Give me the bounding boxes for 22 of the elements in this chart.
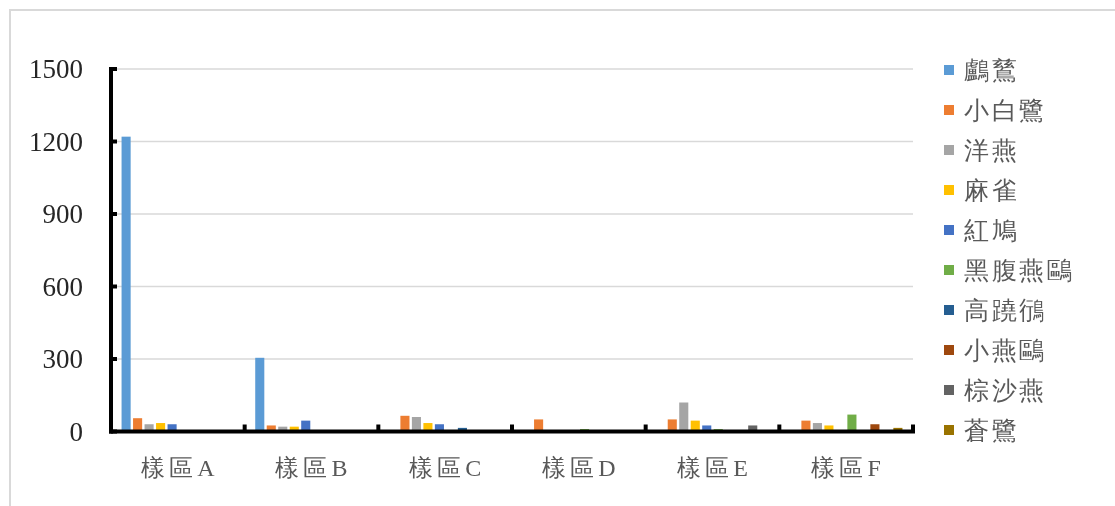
legend-label: 高蹺鴴 (964, 296, 1047, 324)
x-tick-label: 樣區D (542, 455, 620, 481)
y-tick-label: 0 (69, 416, 83, 447)
y-tick-label: 1500 (29, 54, 83, 84)
y-tick-label: 600 (42, 271, 83, 302)
x-tick-label: 樣區E (677, 455, 752, 481)
x-tick-label: 樣區F (811, 455, 885, 481)
x-tick-label: 樣區A (141, 455, 219, 481)
x-tick-label: 樣區B (275, 455, 352, 481)
x-tick-label: 樣區C (409, 455, 486, 481)
y-tick-label: 1200 (29, 126, 83, 157)
y-tick-label: 900 (42, 199, 83, 229)
legend-label: 黑腹燕鷗 (964, 256, 1074, 284)
legend-label: 棕沙燕 (964, 376, 1047, 404)
legend-label: 麻雀 (964, 176, 1019, 204)
legend-label: 鸕鶿 (964, 56, 1019, 84)
legend-label: 紅鳩 (964, 216, 1019, 244)
legend-label: 洋燕 (964, 136, 1019, 164)
legend-label: 小白鷺 (964, 96, 1047, 124)
y-tick-label: 300 (42, 344, 83, 374)
legend-label: 小燕鷗 (964, 336, 1047, 364)
legend-label: 蒼鷺 (964, 416, 1019, 444)
